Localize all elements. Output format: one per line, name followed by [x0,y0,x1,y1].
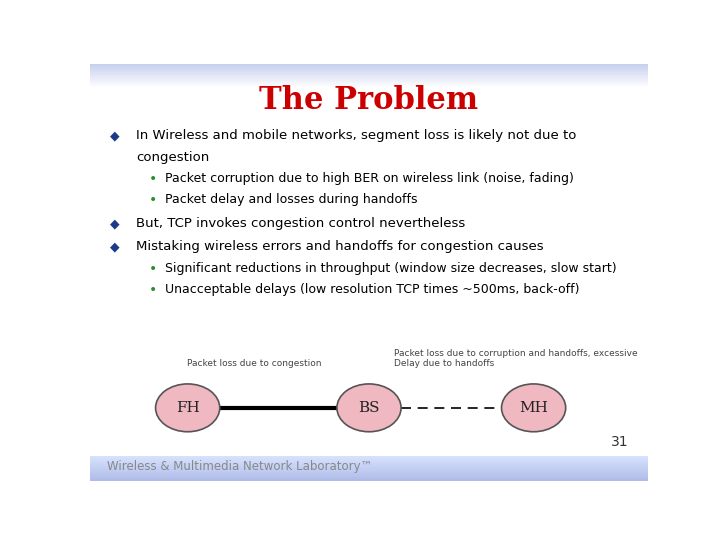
Bar [90,76,648,77]
Bar [90,69,648,70]
Text: ◆: ◆ [109,218,119,231]
Bar [90,75,648,76]
Bar [90,478,648,480]
Text: 31: 31 [611,435,629,449]
Bar [90,464,648,465]
Text: Significant reductions in throughput (window size decreases, slow start): Significant reductions in throughput (wi… [166,262,617,275]
Bar [90,64,648,65]
Bar [90,72,648,73]
Bar [90,78,648,79]
Text: Packet loss due to congestion: Packet loss due to congestion [187,359,322,368]
Bar [90,463,648,464]
Ellipse shape [156,384,220,432]
Ellipse shape [337,384,401,432]
Text: •: • [148,262,157,276]
Bar [90,85,648,86]
Text: Packet delay and losses during handoffs: Packet delay and losses during handoffs [166,193,418,206]
Text: Packet loss due to corruption and handoffs, excessive
Delay due to handoffs: Packet loss due to corruption and handof… [394,349,638,368]
Text: ◆: ◆ [109,129,119,142]
Bar [90,456,648,457]
Text: But, TCP invokes congestion control nevertheless: But, TCP invokes congestion control neve… [136,218,465,231]
Bar [90,461,648,462]
Text: ◆: ◆ [109,240,119,253]
Bar [90,74,648,75]
Bar [90,480,648,481]
Bar [90,477,648,478]
Text: Mistaking wireless errors and handoffs for congestion causes: Mistaking wireless errors and handoffs f… [136,240,544,253]
Text: •: • [148,172,157,186]
Bar [90,474,648,476]
Bar [90,70,648,71]
Bar [90,73,648,74]
Bar [90,86,648,87]
Bar [90,65,648,66]
Bar [90,471,648,472]
Text: The Problem: The Problem [259,85,479,116]
Bar [90,460,648,461]
Bar [90,458,648,460]
Text: BS: BS [359,401,379,415]
Bar [90,83,648,84]
Bar [90,81,648,82]
Bar [90,84,648,85]
Text: Wireless & Multimedia Network Laboratory™: Wireless & Multimedia Network Laboratory… [107,461,372,474]
Bar [90,66,648,67]
Text: In Wireless and mobile networks, segment loss is likely not due to: In Wireless and mobile networks, segment… [136,129,576,142]
Bar [90,87,648,456]
Bar [90,465,648,467]
Text: MH: MH [519,401,548,415]
Bar [90,80,648,81]
Bar [90,457,648,458]
Bar [90,67,648,68]
Bar [90,82,648,83]
Bar [90,467,648,468]
Bar [90,462,648,463]
Bar [90,469,648,471]
Bar [90,476,648,477]
Bar [90,472,648,473]
Text: •: • [148,193,157,207]
Bar [90,473,648,474]
Ellipse shape [502,384,566,432]
Text: FH: FH [176,401,199,415]
Bar [90,79,648,80]
Text: congestion: congestion [136,151,209,164]
Bar [90,468,648,469]
Bar [90,71,648,72]
Bar [90,77,648,78]
Text: •: • [148,282,157,296]
Text: Unacceptable delays (low resolution TCP times ~500ms, back-off): Unacceptable delays (low resolution TCP … [166,282,580,296]
Bar [90,68,648,69]
Text: Packet corruption due to high BER on wireless link (noise, fading): Packet corruption due to high BER on wir… [166,172,575,186]
